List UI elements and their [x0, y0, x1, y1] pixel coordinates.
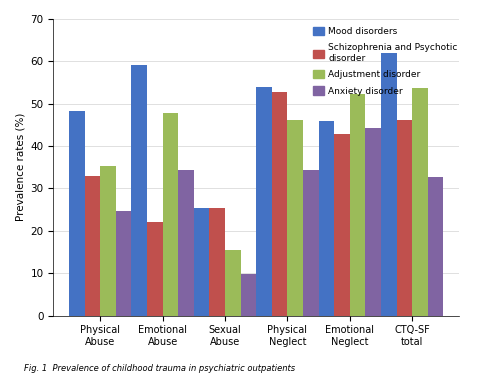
Bar — [163, 113, 178, 316]
Bar — [178, 170, 194, 316]
Bar — [131, 65, 147, 316]
Bar — [334, 134, 350, 316]
Bar — [365, 128, 381, 316]
Bar — [303, 170, 318, 316]
Bar — [396, 120, 412, 316]
Bar — [69, 111, 85, 316]
Bar — [428, 176, 443, 316]
Legend: Mood disorders, Schizophrenia and Psychotic
disorder, Adjustment disorder, Anxie: Mood disorders, Schizophrenia and Psycho… — [309, 23, 461, 99]
Bar — [412, 87, 428, 316]
Bar — [100, 166, 116, 316]
Bar — [85, 176, 100, 316]
Text: Fig. 1  Prevalence of childhood trauma in psychiatric outpatients: Fig. 1 Prevalence of childhood trauma in… — [24, 364, 296, 373]
Bar — [241, 274, 256, 316]
Bar — [350, 94, 365, 316]
Bar — [287, 120, 303, 316]
Bar — [147, 222, 163, 316]
Bar — [209, 208, 225, 316]
Bar — [116, 211, 131, 316]
Bar — [256, 87, 272, 316]
Bar — [318, 121, 334, 316]
Bar — [194, 208, 209, 316]
Bar — [225, 250, 241, 316]
Y-axis label: Prevalence rates (%): Prevalence rates (%) — [15, 113, 25, 221]
Bar — [381, 53, 396, 316]
Bar — [272, 92, 287, 316]
